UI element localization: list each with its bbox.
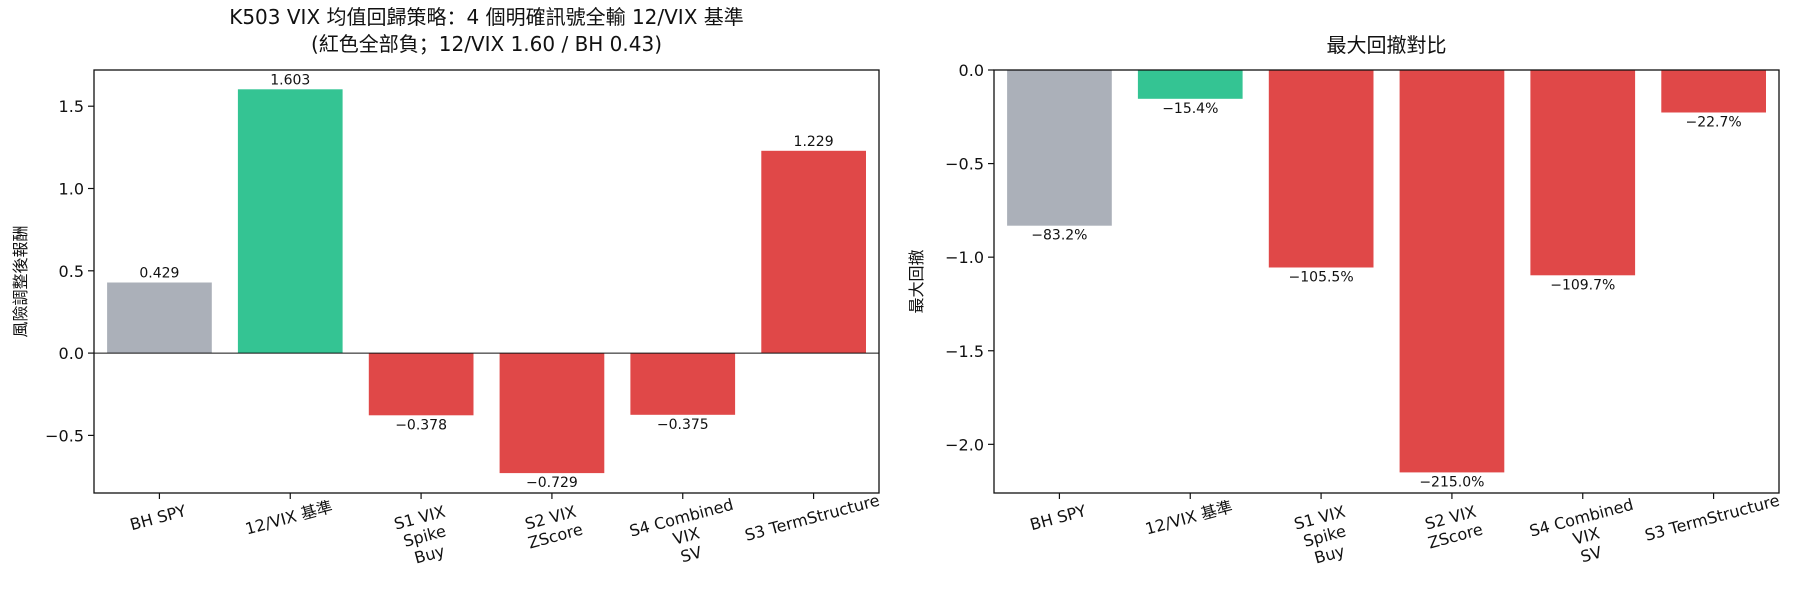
x-tick-label: S4 CombinedVIXSV — [627, 495, 745, 578]
x-tick-label-line: BH SPY — [1028, 501, 1089, 534]
data-label: 0.429 — [139, 266, 179, 282]
x-tick-label-line: BH SPY — [128, 501, 189, 534]
bar — [107, 282, 212, 354]
data-label: −215.0% — [1419, 474, 1484, 490]
bar — [1007, 70, 1112, 226]
x-tick-label: BH SPY — [128, 501, 189, 534]
bar — [1530, 70, 1636, 276]
axes-frame — [993, 69, 1780, 494]
bar — [499, 353, 605, 474]
drawdown-panel: 最大回撤對比 −83.2% −15.4% −105.5% −215.0% −109.7% −… — [907, 33, 1782, 578]
data-label: −109.7% — [1550, 277, 1615, 293]
y-tick-label: 0.0 — [59, 344, 84, 363]
chart-subtitle: (紅色全部負；12/VIX 1.60 / BH 0.43) — [311, 32, 662, 56]
y-tick-label: −2.0 — [945, 435, 984, 454]
x-tick-label: S2 VIXZScore — [521, 501, 585, 552]
data-label: −0.729 — [526, 475, 578, 491]
bar — [1399, 70, 1505, 473]
x-tick-label: S3 TermStructure — [1643, 491, 1782, 545]
x-tick-label-line: SV — [679, 542, 704, 566]
data-label: −15.4% — [1162, 101, 1218, 117]
chart-title: K503 VIX 均值回歸策略：4 個明確訊號全輸 12/VIX 基準 — [229, 5, 744, 29]
y-tick-label: −1.0 — [945, 248, 984, 267]
y-tick-label: −0.5 — [45, 426, 84, 445]
data-label: 1.603 — [270, 72, 310, 88]
y-tick-label: 1.0 — [59, 180, 84, 199]
x-tick-label: S4 CombinedVIXSV — [1527, 495, 1645, 578]
y-axis-label: 風險調整後報酬 — [11, 225, 30, 337]
data-label: 1.229 — [794, 134, 834, 150]
y-tick-label: 0.5 — [59, 262, 84, 281]
data-label: −0.378 — [395, 417, 447, 433]
x-tick-label-line: 12/VIX 基準 — [243, 497, 334, 539]
x-tick-label: BH SPY — [1028, 501, 1089, 534]
x-tick-label-line: 12/VIX 基準 — [1143, 497, 1234, 539]
x-tick-label-line: SV — [1579, 542, 1604, 566]
y-tick-label: 0.0 — [959, 61, 984, 80]
x-tick-label: S3 TermStructure — [743, 491, 882, 545]
x-tick-label: S1 VIXSpikeBuy — [392, 502, 457, 571]
y-tick-label: −0.5 — [945, 155, 984, 174]
y-axis-label: 最大回撤 — [907, 249, 926, 313]
x-tick-label-line: S3 TermStructure — [1643, 491, 1782, 545]
bar — [1268, 70, 1374, 268]
axes-frame — [93, 69, 880, 494]
x-tick-label: S2 VIXZScore — [1421, 501, 1485, 552]
bar — [1661, 70, 1766, 113]
bar — [630, 353, 736, 415]
x-tick-label: S1 VIXSpikeBuy — [1292, 502, 1357, 571]
bar — [761, 150, 866, 354]
y-tick-label: 1.5 — [59, 97, 84, 116]
x-tick-label: 12/VIX 基準 — [1143, 497, 1234, 539]
data-label: −83.2% — [1031, 228, 1087, 244]
data-label: −22.7% — [1685, 115, 1741, 131]
data-label: −0.375 — [657, 417, 709, 433]
chart-title: 最大回撤對比 — [1327, 33, 1447, 57]
data-label: −105.5% — [1289, 270, 1354, 286]
bar — [368, 353, 474, 416]
y-tick-label: −1.5 — [945, 342, 984, 361]
x-tick-label: 12/VIX 基準 — [243, 497, 334, 539]
sharpe-panel: K503 VIX 均值回歸策略：4 個明確訊號全輸 12/VIX 基準 (紅色全部… — [11, 5, 882, 578]
x-tick-label-line: S3 TermStructure — [743, 491, 882, 545]
bar — [1137, 70, 1243, 99]
bar — [237, 89, 343, 354]
